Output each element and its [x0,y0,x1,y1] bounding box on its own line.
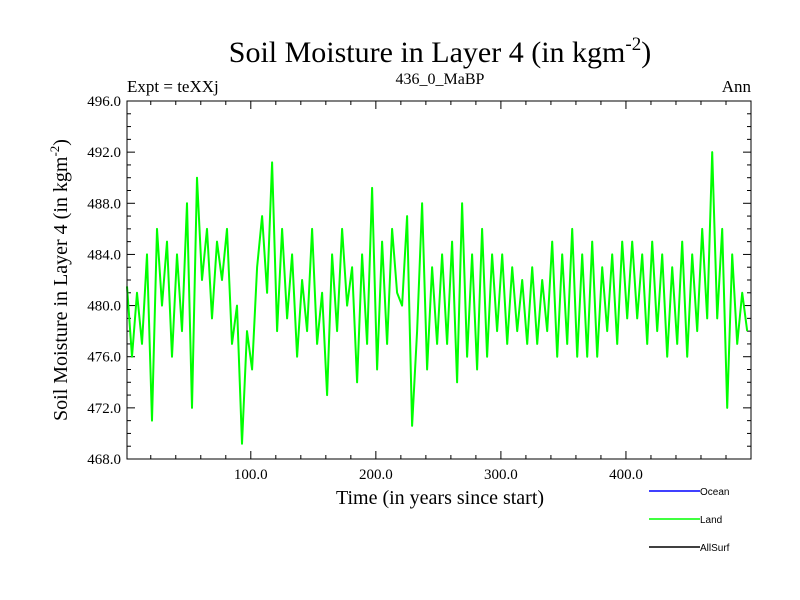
y-axis-ticks: 468.0 472.0 476.0 480.0 484.0 488.0 492.0 496.0 [87,94,751,468]
x-tick-label: 300.0 [484,467,518,483]
x-axis-label: Time (in years since start) [336,487,544,509]
x-tick-label: 400.0 [609,467,643,483]
chart-title: Soil Moisture in Layer 4 (in kgm-2) [229,34,651,69]
y-tick-label: 476.0 [87,350,121,366]
y-tick-label: 484.0 [87,247,121,263]
series-layer [126,151,749,445]
x-tick-label: 100.0 [234,467,268,483]
y-tick-label: 488.0 [87,196,121,212]
legend-label: Land [700,515,722,526]
y-tick-label: 480.0 [87,299,121,315]
y-tick-label: 496.0 [87,94,121,110]
x-axis-ticks: 100.0 200.0 300.0 400.0 [150,101,727,483]
y-tick-label: 472.0 [87,401,121,417]
legend: Ocean Land AllSurf [649,487,730,554]
x-tick-label: 200.0 [359,467,393,483]
legend-label: Ocean [700,487,729,498]
subtitle-center: 436_0_MaBP [396,71,485,88]
y-tick-label: 468.0 [87,452,121,468]
subtitle-right: Ann [722,77,752,96]
legend-label: AllSurf [700,543,730,554]
y-tick-label: 492.0 [87,145,121,161]
series-line-land [126,151,749,445]
y-axis-label: Soil Moisture in Layer 4 (in kgm-2) [47,139,72,421]
subtitle-left: Expt = teXXj [127,77,219,96]
plot-frame [126,100,752,460]
